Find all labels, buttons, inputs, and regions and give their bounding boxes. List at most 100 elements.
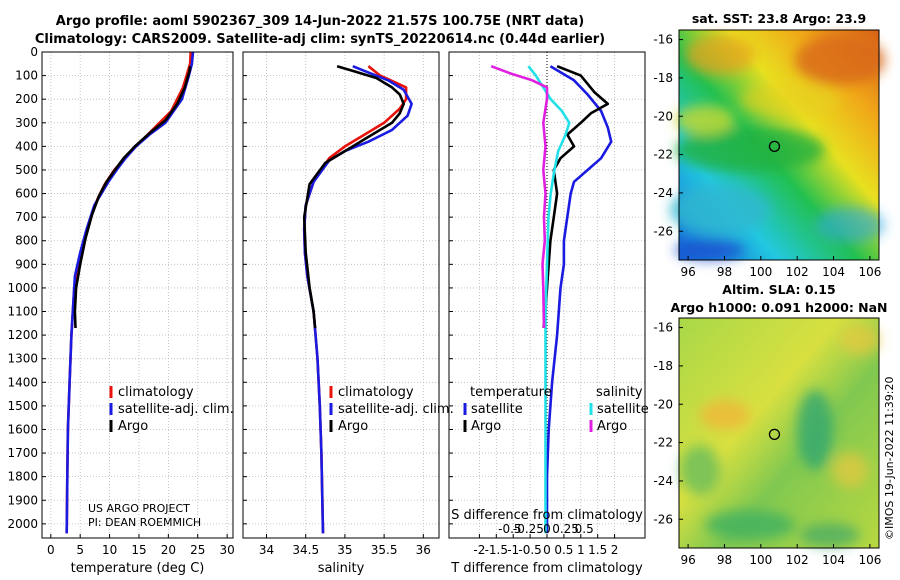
map-y-tick-label: -24 <box>653 474 673 488</box>
map-y-tick-label: -16 <box>653 321 673 335</box>
x-axis-label: temperature (deg C) <box>71 561 205 576</box>
series-s-argo <box>490 64 549 329</box>
x-tick-label: 30 <box>219 543 234 557</box>
legend-salinity-title: salinity <box>596 385 643 400</box>
y-tick-label: 1900 <box>7 493 38 507</box>
series-s-satellite <box>527 65 571 534</box>
y-tick-label: 1300 <box>7 352 38 366</box>
map-y-tick-label: -22 <box>653 148 673 162</box>
map-x-tick-label: 98 <box>717 553 732 567</box>
sla-map-title-line1: Altim. SLA: 0.15 <box>722 282 835 297</box>
legend-argo-label: Argo <box>118 419 148 434</box>
argo-location-marker <box>768 428 781 440</box>
x2-tick-label: 0.25 <box>552 522 579 536</box>
x-tick-label: 0 <box>543 543 551 557</box>
plot-frame <box>41 51 234 539</box>
map-y-tick-label: -26 <box>653 224 673 238</box>
y-tick-label: 900 <box>15 257 38 271</box>
x-tick-label: 15 <box>131 543 146 557</box>
x-tick-label: 35 <box>337 543 352 557</box>
y-tick-label: 1000 <box>7 281 38 295</box>
map-y-tick-label: -18 <box>653 71 673 85</box>
pi-credit: PI: DEAN ROEMMICH <box>88 516 201 529</box>
y-tick-label: 1100 <box>7 305 38 319</box>
imos-stamp: ©IMOS 19-Jun-2022 11:39:20 <box>883 376 896 540</box>
x-tick-label: 34.5 <box>292 543 319 557</box>
x-tick-label: 1.5 <box>588 543 607 557</box>
series-climatology <box>302 65 408 534</box>
map-x-tick-label: 102 <box>786 265 809 279</box>
y-tick-label: 1700 <box>7 446 38 460</box>
x-tick-label: 25 <box>190 543 205 557</box>
map-axes: 96 98 100 102 104 106 -16 -18 -20 -22 -24 -26 96 98 10… <box>653 33 881 567</box>
plot-frame <box>242 51 440 539</box>
series-climatology <box>65 51 192 534</box>
y-tick-label: 1400 <box>7 375 38 389</box>
legend-t-satellite-label: satellite <box>471 402 523 417</box>
x-tick-label: 36 <box>416 543 431 557</box>
x-tick-label: 34 <box>259 543 274 557</box>
y-tick-label: 1600 <box>7 422 38 436</box>
x-tick-label: 0.5 <box>554 543 573 557</box>
y-tick-label: 600 <box>15 187 38 201</box>
map-y-tick-label: -22 <box>653 436 673 450</box>
legend-climatology-label: climatology <box>338 385 414 400</box>
x-axis-label: T difference from climatology <box>450 561 643 576</box>
series-satellite-adj-clim- <box>302 64 413 534</box>
figure-title-line2: Climatology: CARS2009. Satellite-adj cli… <box>34 32 606 47</box>
y-tick-label: 0 <box>30 45 38 59</box>
x2-tick-label: -0.5 <box>498 522 521 536</box>
map-x-tick-label: 106 <box>858 553 881 567</box>
x-tick-label: -1 <box>507 543 519 557</box>
map-x-tick-label: 100 <box>749 553 772 567</box>
y-tick-label: 500 <box>15 163 38 177</box>
map-y-tick-label: -18 <box>653 359 673 373</box>
figure-title-line1: Argo profile: aoml 5902367_309 14-Jun-20… <box>55 14 585 29</box>
series-argo <box>73 66 192 329</box>
salinity-panel: 34 34.5 35 35.5 36 salinity <box>242 51 440 576</box>
project-credit: US ARGO PROJECT <box>88 502 190 515</box>
series-argo <box>302 64 406 329</box>
series-t-satellite <box>545 65 613 534</box>
legend-s-argo-label: Argo <box>597 419 627 434</box>
map-x-tick-label: 104 <box>822 553 845 567</box>
legend-climatology-label: climatology <box>118 385 194 400</box>
x-tick-label: -1.5 <box>485 543 508 557</box>
temperature-panel: 0 5 10 15 20 25 30 temperature (deg C) 0 100 200 30… <box>7 45 234 576</box>
map-x-tick-label: 102 <box>786 553 809 567</box>
series-t-argo <box>542 64 610 329</box>
map-x-tick-label: 98 <box>717 265 732 279</box>
legend-satellite-label: satellite-adj. clim. <box>338 402 454 417</box>
legend-argo-label: Argo <box>338 419 368 434</box>
x-tick-label: 1 <box>577 543 585 557</box>
x-tick-label: 2 <box>611 543 619 557</box>
y-tick-label: 1200 <box>7 328 38 342</box>
map-y-tick-label: -24 <box>653 186 673 200</box>
series-satellite-adj-clim- <box>65 51 195 534</box>
map-x-tick-label: 104 <box>822 265 845 279</box>
argo-location-marker <box>768 140 781 152</box>
difference-legend: temperature satellite Argo salinity sate… <box>463 385 649 434</box>
sst-structure <box>670 35 885 260</box>
map-y-tick-label: -16 <box>653 33 673 47</box>
map-x-tick-label: 96 <box>680 265 695 279</box>
difference-panel: -2 -1.5 -1 -0.5 0 0.5 1 1.5 2T difference from c… <box>448 51 646 576</box>
y-tick-label: 800 <box>15 234 38 248</box>
x2-axis-label: S difference from climatology <box>451 508 643 523</box>
y-tick-label: 2000 <box>7 517 38 531</box>
legend-satellite-label: satellite-adj. clim. <box>118 402 234 417</box>
y-tick-label: 1500 <box>7 399 38 413</box>
map-y-tick-label: -20 <box>653 109 673 123</box>
y-tick-label: 300 <box>15 116 38 130</box>
sst-map-title: sat. SST: 23.8 Argo: 23.9 <box>692 11 866 26</box>
x2-tick-label: 0 <box>543 522 551 536</box>
x-tick-label: -0.5 <box>518 543 541 557</box>
sla-map-title-line2: Argo h1000: 0.091 h2000: NaN <box>670 300 887 315</box>
y-tick-label: 400 <box>15 139 38 153</box>
map-y-tick-label: -20 <box>653 397 673 411</box>
y-tick-label: 200 <box>15 92 38 106</box>
x-tick-label: 20 <box>161 543 176 557</box>
x-axis-label: salinity <box>318 561 365 576</box>
y-tick-label: 700 <box>15 210 38 224</box>
